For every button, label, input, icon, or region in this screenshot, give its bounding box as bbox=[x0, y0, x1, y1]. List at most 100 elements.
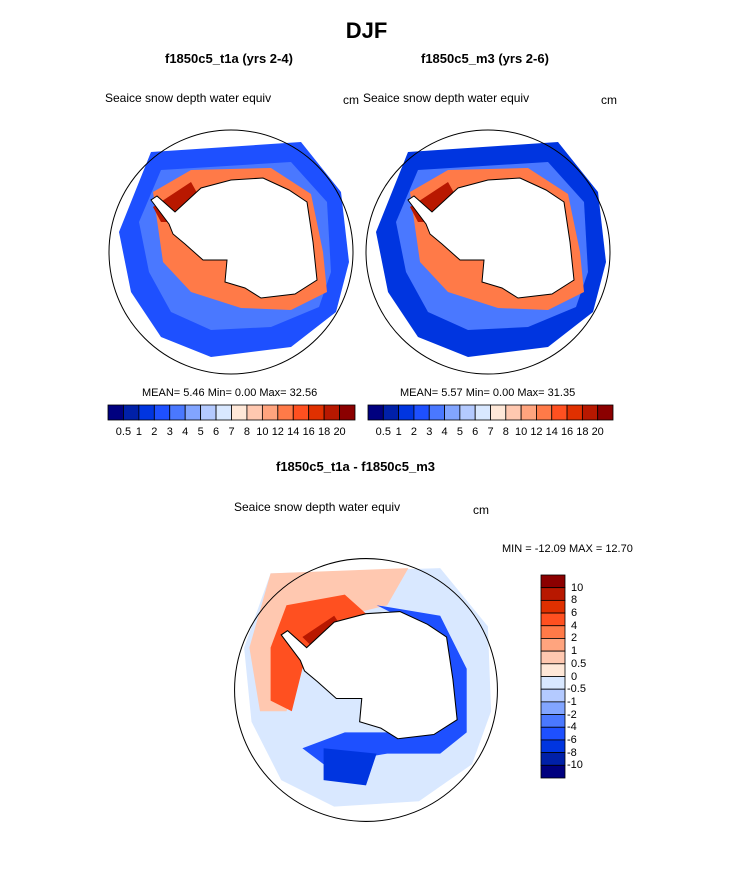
colorbar-1-box bbox=[153, 404, 171, 421]
colorbar-2-label: 18 bbox=[576, 426, 589, 438]
colorbar-2-box bbox=[382, 404, 400, 421]
diff-colorbar-box bbox=[540, 726, 566, 741]
diff-colorbar-label: 2 bbox=[571, 632, 578, 645]
colorbar-1-box bbox=[292, 404, 310, 421]
colorbar-2-box bbox=[413, 404, 430, 421]
colorbar-1-box bbox=[138, 404, 155, 421]
diff-colorbar-label: 1 bbox=[571, 645, 578, 658]
diff-variable: Seaice snow depth water equiv bbox=[234, 500, 401, 514]
colorbar-2-label: 2 bbox=[410, 426, 417, 438]
colorbar-2-label: 4 bbox=[441, 426, 448, 438]
colorbar-1-box bbox=[107, 404, 124, 421]
map-panel-2 bbox=[365, 129, 611, 375]
map-panel-1 bbox=[108, 129, 354, 375]
colorbar-1-label: 5 bbox=[197, 426, 204, 438]
diff-colorbar-box bbox=[540, 714, 566, 728]
colorbar-2-box bbox=[581, 404, 599, 421]
diff-stats: MIN = -12.09 MAX = 12.70 bbox=[502, 543, 633, 555]
diff-colorbar-box bbox=[540, 752, 566, 766]
diff-colorbar-label: -6 bbox=[567, 733, 577, 746]
colorbar-2-label: 20 bbox=[591, 426, 604, 438]
diff-colorbar-label: -2 bbox=[567, 708, 577, 721]
diff-colorbar-box bbox=[540, 739, 566, 754]
diff-colorbar-box bbox=[540, 701, 566, 715]
colorbar-1-label: 14 bbox=[287, 426, 300, 438]
colorbar-2-label: 10 bbox=[515, 426, 528, 438]
diff-colorbar-box bbox=[540, 650, 566, 665]
colorbar-1-box bbox=[308, 404, 325, 421]
diff-colorbar-label: -1 bbox=[567, 695, 577, 708]
colorbar-1-label: 10 bbox=[256, 426, 269, 438]
panel-2-stats: MEAN= 5.57 Min= 0.00 Max= 31.35 bbox=[400, 387, 576, 399]
diff-units: cm bbox=[473, 503, 489, 517]
diff-colorbar-box bbox=[540, 638, 566, 652]
diff-colorbar-box bbox=[540, 612, 566, 627]
colorbar-1-box bbox=[123, 404, 140, 421]
diff-colorbar-box bbox=[540, 599, 566, 614]
panel-1-variable: Seaice snow depth water equiv bbox=[105, 91, 272, 105]
colorbar-2-label: 0.5 bbox=[375, 426, 391, 438]
colorbar-1-box bbox=[231, 404, 248, 421]
colorbar-2-box bbox=[444, 404, 461, 421]
colorbar-1-label: 12 bbox=[271, 426, 284, 438]
colorbar-2-label: 14 bbox=[545, 426, 558, 438]
colorbar-2-box bbox=[474, 404, 491, 421]
panel-1-stats: MEAN= 5.46 Min= 0.00 Max= 32.56 bbox=[142, 387, 318, 399]
diff-colorbar-label: 10 bbox=[571, 581, 584, 594]
colorbar-2-box bbox=[398, 404, 415, 421]
panel-2-title: f1850c5_m3 (yrs 2-6) bbox=[421, 51, 549, 66]
colorbar-2-label: 16 bbox=[560, 426, 574, 438]
colorbar-1-label: 2 bbox=[151, 426, 158, 438]
diff-colorbar-label: -10 bbox=[567, 759, 583, 772]
colorbar-1-label: 16 bbox=[302, 426, 315, 438]
colorbar-1-box bbox=[200, 404, 217, 421]
diff-colorbar-box bbox=[540, 764, 566, 779]
panel-1-units: cm bbox=[343, 93, 359, 107]
colorbar-2-box bbox=[520, 404, 537, 421]
colorbar-2-box bbox=[490, 404, 507, 421]
colorbar-1-box bbox=[277, 404, 294, 421]
diff-colorbar-box bbox=[540, 625, 566, 639]
colorbar-1-box bbox=[246, 404, 263, 421]
figure-title: DJF bbox=[345, 18, 388, 43]
colorbar-2-box bbox=[597, 404, 614, 421]
colorbar-2-label: 6 bbox=[472, 426, 479, 438]
colorbar-1-label: 1 bbox=[135, 426, 142, 438]
colorbar-2-label: 7 bbox=[487, 426, 494, 438]
panel-1-title: f1850c5_t1a (yrs 2-4) bbox=[165, 51, 293, 66]
diff-colorbar-label: -8 bbox=[567, 746, 577, 759]
diff-colorbar-label: 4 bbox=[571, 619, 578, 632]
colorbar-1-label: 20 bbox=[333, 426, 346, 438]
colorbar-1-label: 4 bbox=[182, 426, 189, 438]
diff-colorbar-label: 8 bbox=[571, 594, 578, 607]
colorbar-1-label: 0.5 bbox=[115, 426, 132, 438]
colorbar-1-label: 3 bbox=[166, 426, 173, 438]
colorbar-2-label: 1 bbox=[395, 426, 402, 438]
diff-colorbar-box bbox=[540, 663, 566, 677]
colorbar-1-label: 7 bbox=[228, 426, 235, 438]
diff-colorbar-label: 0 bbox=[571, 670, 578, 683]
map-diff bbox=[234, 558, 498, 822]
diff-title: f1850c5_t1a - f1850c5_m3 bbox=[276, 459, 436, 474]
colorbar-2-label: 3 bbox=[426, 426, 433, 438]
colorbar-1-box bbox=[323, 404, 340, 421]
colorbar-2-box bbox=[428, 404, 445, 421]
diff-colorbar-label: -0.5 bbox=[567, 683, 586, 696]
colorbar-1-label: 18 bbox=[318, 426, 331, 438]
colorbar-1-label: 6 bbox=[213, 426, 220, 438]
diff-colorbar-box bbox=[540, 676, 566, 690]
colorbar-1-box bbox=[215, 404, 232, 421]
colorbar-1-box bbox=[261, 404, 279, 421]
colorbar-1-box bbox=[184, 404, 202, 421]
diff-colorbar-label: 6 bbox=[571, 607, 578, 620]
colorbar-2-box bbox=[459, 404, 476, 421]
diff-colorbar-box bbox=[540, 688, 566, 703]
colorbar-2-label: 5 bbox=[456, 426, 463, 438]
colorbar-1-box bbox=[169, 404, 186, 421]
panel-2-variable: Seaice snow depth water equiv bbox=[363, 91, 530, 105]
colorbar-2-label: 12 bbox=[530, 426, 543, 438]
diff-colorbar-box bbox=[540, 574, 566, 589]
colorbar-1-label: 8 bbox=[243, 426, 250, 438]
colorbar-2-box bbox=[551, 404, 568, 421]
